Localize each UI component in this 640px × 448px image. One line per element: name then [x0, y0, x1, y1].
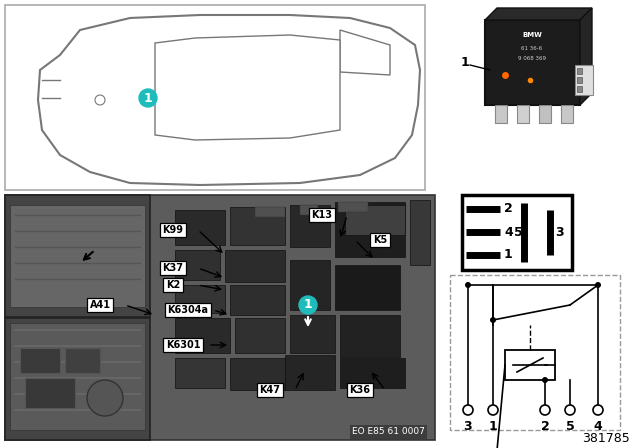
Text: K2: K2: [166, 280, 180, 290]
Bar: [175, 318, 230, 353]
Circle shape: [490, 317, 496, 323]
Bar: [5, 318, 150, 440]
Bar: [495, 105, 507, 123]
Bar: [539, 105, 551, 123]
Bar: [462, 195, 572, 270]
Bar: [20, 348, 60, 373]
Bar: [175, 210, 225, 245]
Bar: [335, 265, 400, 310]
Text: 2: 2: [541, 419, 549, 432]
Bar: [335, 202, 405, 257]
Bar: [517, 105, 529, 123]
Bar: [290, 260, 330, 310]
Text: 4: 4: [594, 419, 602, 432]
Text: K47: K47: [259, 385, 280, 395]
Text: 5: 5: [566, 419, 574, 432]
Text: K5: K5: [373, 235, 387, 245]
Text: 3: 3: [464, 419, 472, 432]
Circle shape: [299, 296, 317, 314]
Text: 1: 1: [143, 91, 152, 104]
Text: 3: 3: [555, 225, 563, 238]
Bar: [5, 195, 435, 440]
Bar: [577, 86, 582, 92]
Bar: [10, 323, 145, 430]
Bar: [230, 358, 285, 390]
Bar: [175, 358, 225, 388]
Bar: [338, 202, 368, 212]
Polygon shape: [580, 8, 592, 105]
Bar: [290, 205, 330, 247]
Circle shape: [463, 405, 473, 415]
Text: EO E85 61 0007: EO E85 61 0007: [352, 427, 425, 436]
Bar: [25, 378, 75, 408]
Bar: [410, 200, 430, 265]
Circle shape: [95, 95, 105, 105]
Text: 1: 1: [488, 419, 497, 432]
Circle shape: [465, 282, 471, 288]
Bar: [5, 5, 425, 190]
PathPatch shape: [340, 30, 390, 75]
Text: K37: K37: [163, 263, 184, 273]
Text: K13: K13: [312, 210, 333, 220]
Bar: [175, 285, 225, 313]
Circle shape: [595, 282, 601, 288]
Text: BMW: BMW: [522, 32, 542, 38]
Bar: [230, 285, 285, 315]
Bar: [5, 195, 150, 317]
Bar: [225, 250, 285, 282]
Text: 1: 1: [504, 249, 513, 262]
Bar: [175, 250, 220, 280]
Bar: [10, 205, 145, 307]
Text: 5: 5: [514, 225, 522, 238]
Bar: [577, 68, 582, 74]
PathPatch shape: [38, 15, 420, 185]
Circle shape: [139, 89, 157, 107]
Bar: [65, 348, 100, 373]
Text: A41: A41: [90, 300, 111, 310]
Bar: [300, 205, 318, 215]
Text: K6304a: K6304a: [168, 305, 209, 315]
Circle shape: [542, 377, 548, 383]
Circle shape: [488, 405, 498, 415]
Text: 4: 4: [504, 225, 513, 238]
Bar: [345, 205, 405, 235]
Circle shape: [593, 405, 603, 415]
Circle shape: [565, 405, 575, 415]
Bar: [340, 315, 400, 357]
Circle shape: [87, 380, 123, 416]
Text: 1: 1: [461, 56, 469, 69]
Bar: [505, 350, 555, 380]
Text: 61 36-6: 61 36-6: [522, 46, 543, 51]
Bar: [450, 275, 620, 430]
Bar: [485, 20, 580, 105]
Polygon shape: [485, 8, 592, 20]
Bar: [575, 65, 593, 95]
Bar: [340, 358, 405, 388]
Bar: [255, 207, 285, 217]
Bar: [290, 315, 335, 353]
Text: K36: K36: [349, 385, 371, 395]
Text: 2: 2: [504, 202, 513, 215]
Bar: [561, 105, 573, 123]
Text: 9 068 369: 9 068 369: [518, 56, 546, 60]
Text: K6301: K6301: [166, 340, 200, 350]
Text: K99: K99: [163, 225, 184, 235]
Text: 1: 1: [303, 298, 312, 311]
Bar: [285, 355, 335, 390]
Bar: [230, 207, 285, 245]
Bar: [577, 77, 582, 83]
PathPatch shape: [155, 35, 340, 140]
Text: 381785: 381785: [582, 431, 630, 444]
Circle shape: [540, 405, 550, 415]
Bar: [235, 318, 285, 353]
